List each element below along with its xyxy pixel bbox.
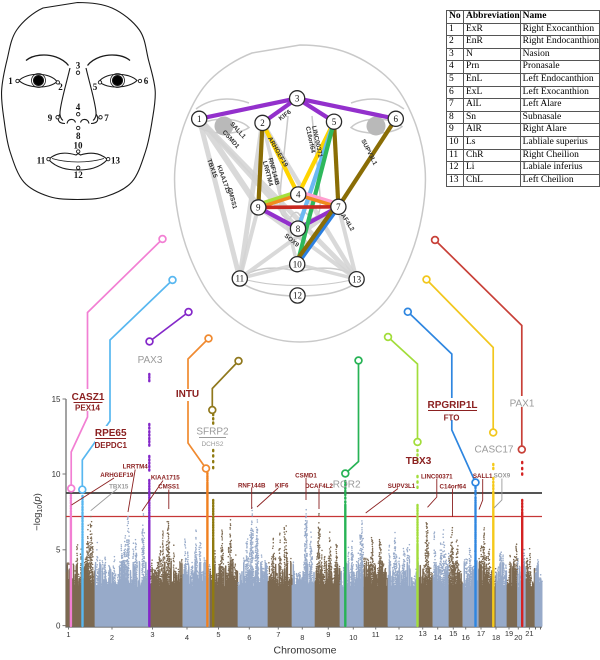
svg-text:3: 3	[150, 630, 154, 639]
svg-text:7: 7	[336, 202, 341, 212]
svg-text:PEX14: PEX14	[75, 404, 100, 413]
svg-text:DEPDC1: DEPDC1	[94, 441, 127, 450]
svg-text:DCHS2: DCHS2	[201, 441, 223, 448]
svg-text:9: 9	[256, 203, 261, 213]
svg-text:TBX15: TBX15	[109, 483, 129, 490]
svg-text:C14orf64: C14orf64	[440, 483, 467, 490]
svg-text:15: 15	[449, 629, 457, 638]
svg-text:FTO: FTO	[444, 414, 460, 423]
svg-text:Chromosome: Chromosome	[273, 645, 336, 657]
svg-text:LINC00371: LINC00371	[421, 473, 453, 480]
svg-text:TBX3: TBX3	[406, 456, 432, 467]
svg-text:10: 10	[349, 633, 357, 642]
svg-text:2: 2	[260, 118, 265, 128]
svg-text:11: 11	[235, 274, 244, 284]
svg-text:5: 5	[93, 82, 98, 92]
svg-text:PAX1: PAX1	[510, 399, 535, 410]
svg-text:0: 0	[56, 621, 61, 630]
svg-text:1: 1	[66, 630, 70, 639]
svg-text:6: 6	[394, 114, 399, 124]
svg-text:17: 17	[477, 629, 485, 638]
svg-text:SUPV3L1: SUPV3L1	[388, 483, 416, 490]
svg-text:9: 9	[326, 630, 330, 639]
svg-text:5: 5	[216, 630, 220, 639]
svg-text:ARHGEF19: ARHGEF19	[100, 472, 134, 479]
svg-text:1: 1	[197, 114, 202, 124]
svg-text:4: 4	[296, 190, 301, 200]
svg-text:INTU: INTU	[176, 389, 199, 400]
svg-text:ROR2: ROR2	[333, 480, 361, 491]
svg-text:4: 4	[185, 633, 189, 642]
svg-text:KIF6: KIF6	[275, 482, 289, 489]
svg-text:6: 6	[144, 76, 149, 86]
svg-text:8: 8	[76, 131, 81, 141]
svg-text:12: 12	[293, 291, 302, 301]
svg-text:CMSS1: CMSS1	[158, 483, 180, 490]
svg-text:10: 10	[52, 470, 61, 479]
svg-text:11: 11	[372, 630, 380, 639]
svg-text:11: 11	[37, 156, 46, 166]
svg-text:8: 8	[300, 633, 304, 642]
svg-text:CASZ1: CASZ1	[72, 392, 105, 403]
svg-text:7: 7	[276, 630, 280, 639]
svg-text:3: 3	[76, 61, 81, 71]
svg-text:LRRTM4: LRRTM4	[123, 463, 149, 470]
svg-text:6: 6	[247, 633, 251, 642]
svg-text:KIAA1715: KIAA1715	[151, 475, 180, 482]
svg-text:PAX3: PAX3	[138, 355, 163, 366]
svg-text:5: 5	[332, 117, 337, 127]
svg-text:16: 16	[462, 633, 470, 642]
svg-text:4: 4	[76, 102, 81, 112]
svg-text:8: 8	[296, 224, 301, 234]
svg-text:9: 9	[48, 113, 53, 123]
svg-text:SOX9: SOX9	[494, 473, 511, 480]
svg-text:7: 7	[104, 113, 109, 123]
svg-text:CSMD1: CSMD1	[295, 472, 317, 479]
svg-text:1: 1	[8, 76, 13, 86]
svg-text:3: 3	[295, 94, 300, 104]
svg-text:−log10(p): −log10(p)	[32, 493, 44, 531]
svg-text:RNF144B: RNF144B	[238, 482, 266, 489]
svg-text:10: 10	[74, 141, 84, 151]
svg-text:CASC17: CASC17	[475, 445, 514, 456]
svg-text:SALL1: SALL1	[473, 473, 493, 480]
svg-text:19: 19	[505, 629, 513, 638]
svg-text:15: 15	[52, 395, 61, 404]
svg-text:14: 14	[434, 633, 442, 642]
svg-text:18: 18	[492, 633, 500, 642]
svg-text:2: 2	[110, 633, 114, 642]
svg-text:SFRP2: SFRP2	[196, 427, 229, 438]
svg-text:12: 12	[74, 170, 84, 180]
svg-text:12: 12	[395, 633, 403, 642]
svg-text:RPGRIP1L: RPGRIP1L	[427, 400, 477, 411]
svg-text:2: 2	[58, 82, 63, 92]
svg-text:13: 13	[352, 274, 362, 284]
svg-text:DCAF4L2: DCAF4L2	[305, 483, 333, 490]
svg-text:13: 13	[111, 156, 121, 166]
svg-text:13: 13	[419, 629, 427, 638]
svg-text:21: 21	[525, 629, 533, 638]
svg-text:20: 20	[514, 633, 522, 642]
svg-text:10: 10	[293, 259, 303, 269]
svg-text:5: 5	[56, 546, 61, 555]
svg-text:RPE65: RPE65	[95, 428, 127, 439]
